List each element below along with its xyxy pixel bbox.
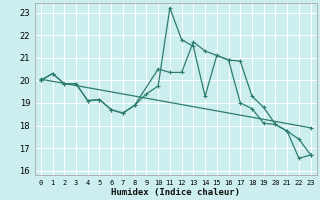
X-axis label: Humidex (Indice chaleur): Humidex (Indice chaleur) [111, 188, 240, 197]
